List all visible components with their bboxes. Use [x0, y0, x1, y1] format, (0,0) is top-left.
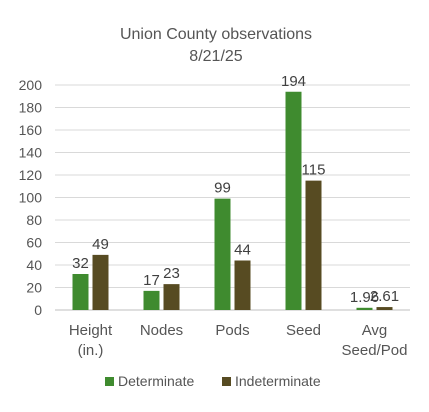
- bar: [214, 198, 231, 310]
- legend-swatch: [105, 377, 114, 386]
- y-tick-label: 200: [19, 77, 43, 93]
- bar: [72, 274, 89, 310]
- x-tick-label: Nodes: [140, 322, 183, 339]
- x-tick-label: (in.): [78, 342, 104, 359]
- legend-swatch: [222, 377, 231, 386]
- data-label: 23: [163, 265, 180, 282]
- y-tick-label: 100: [19, 190, 43, 206]
- y-tick-label: 160: [19, 122, 43, 138]
- y-axis-ticks: 0 20 40 60 80 100 120 140 160 180 200: [19, 77, 43, 318]
- y-tick-label: 20: [26, 280, 42, 296]
- data-label: 99: [214, 180, 231, 197]
- bar: [285, 91, 302, 310]
- y-tick-label: 140: [19, 145, 43, 161]
- bar: [305, 180, 322, 310]
- bar: [234, 260, 251, 310]
- x-tick-label: Seed: [286, 322, 321, 339]
- data-label: 1.96: [350, 289, 379, 306]
- legend-label: Determinate: [118, 373, 194, 389]
- y-tick-label: 0: [34, 302, 42, 318]
- data-label: 17: [143, 272, 160, 289]
- x-tick-label: Avg: [362, 322, 388, 339]
- x-axis-ticks: Height (in.) Nodes Pods Seed Avg Seed/Pod: [69, 322, 408, 359]
- data-label: 2.61: [370, 288, 399, 305]
- bars: [72, 91, 393, 310]
- y-tick-label: 120: [19, 167, 43, 183]
- data-label: 32: [72, 255, 89, 272]
- data-label: 44: [234, 242, 251, 259]
- bar: [376, 307, 393, 310]
- bar: [356, 307, 373, 310]
- legend: Determinate Indeterminate: [105, 373, 321, 389]
- bar: [143, 290, 160, 310]
- y-tick-label: 60: [26, 235, 42, 251]
- bar: [92, 254, 109, 310]
- x-tick-label: Seed/Pod: [342, 342, 408, 359]
- data-label: 194: [281, 73, 306, 90]
- data-label: 49: [92, 236, 109, 253]
- x-tick-label: Height: [69, 322, 113, 339]
- y-tick-label: 40: [26, 257, 42, 273]
- data-label: 115: [302, 162, 326, 179]
- bar: [163, 284, 180, 310]
- y-tick-label: 180: [19, 100, 43, 116]
- chart-title: Union County observations: [120, 26, 312, 43]
- y-tick-label: 80: [26, 212, 42, 228]
- legend-label: Indeterminate: [235, 373, 321, 389]
- gridlines: [55, 84, 410, 311]
- x-tick-label: Pods: [215, 322, 249, 339]
- chart-subtitle: 8/21/25: [189, 48, 242, 65]
